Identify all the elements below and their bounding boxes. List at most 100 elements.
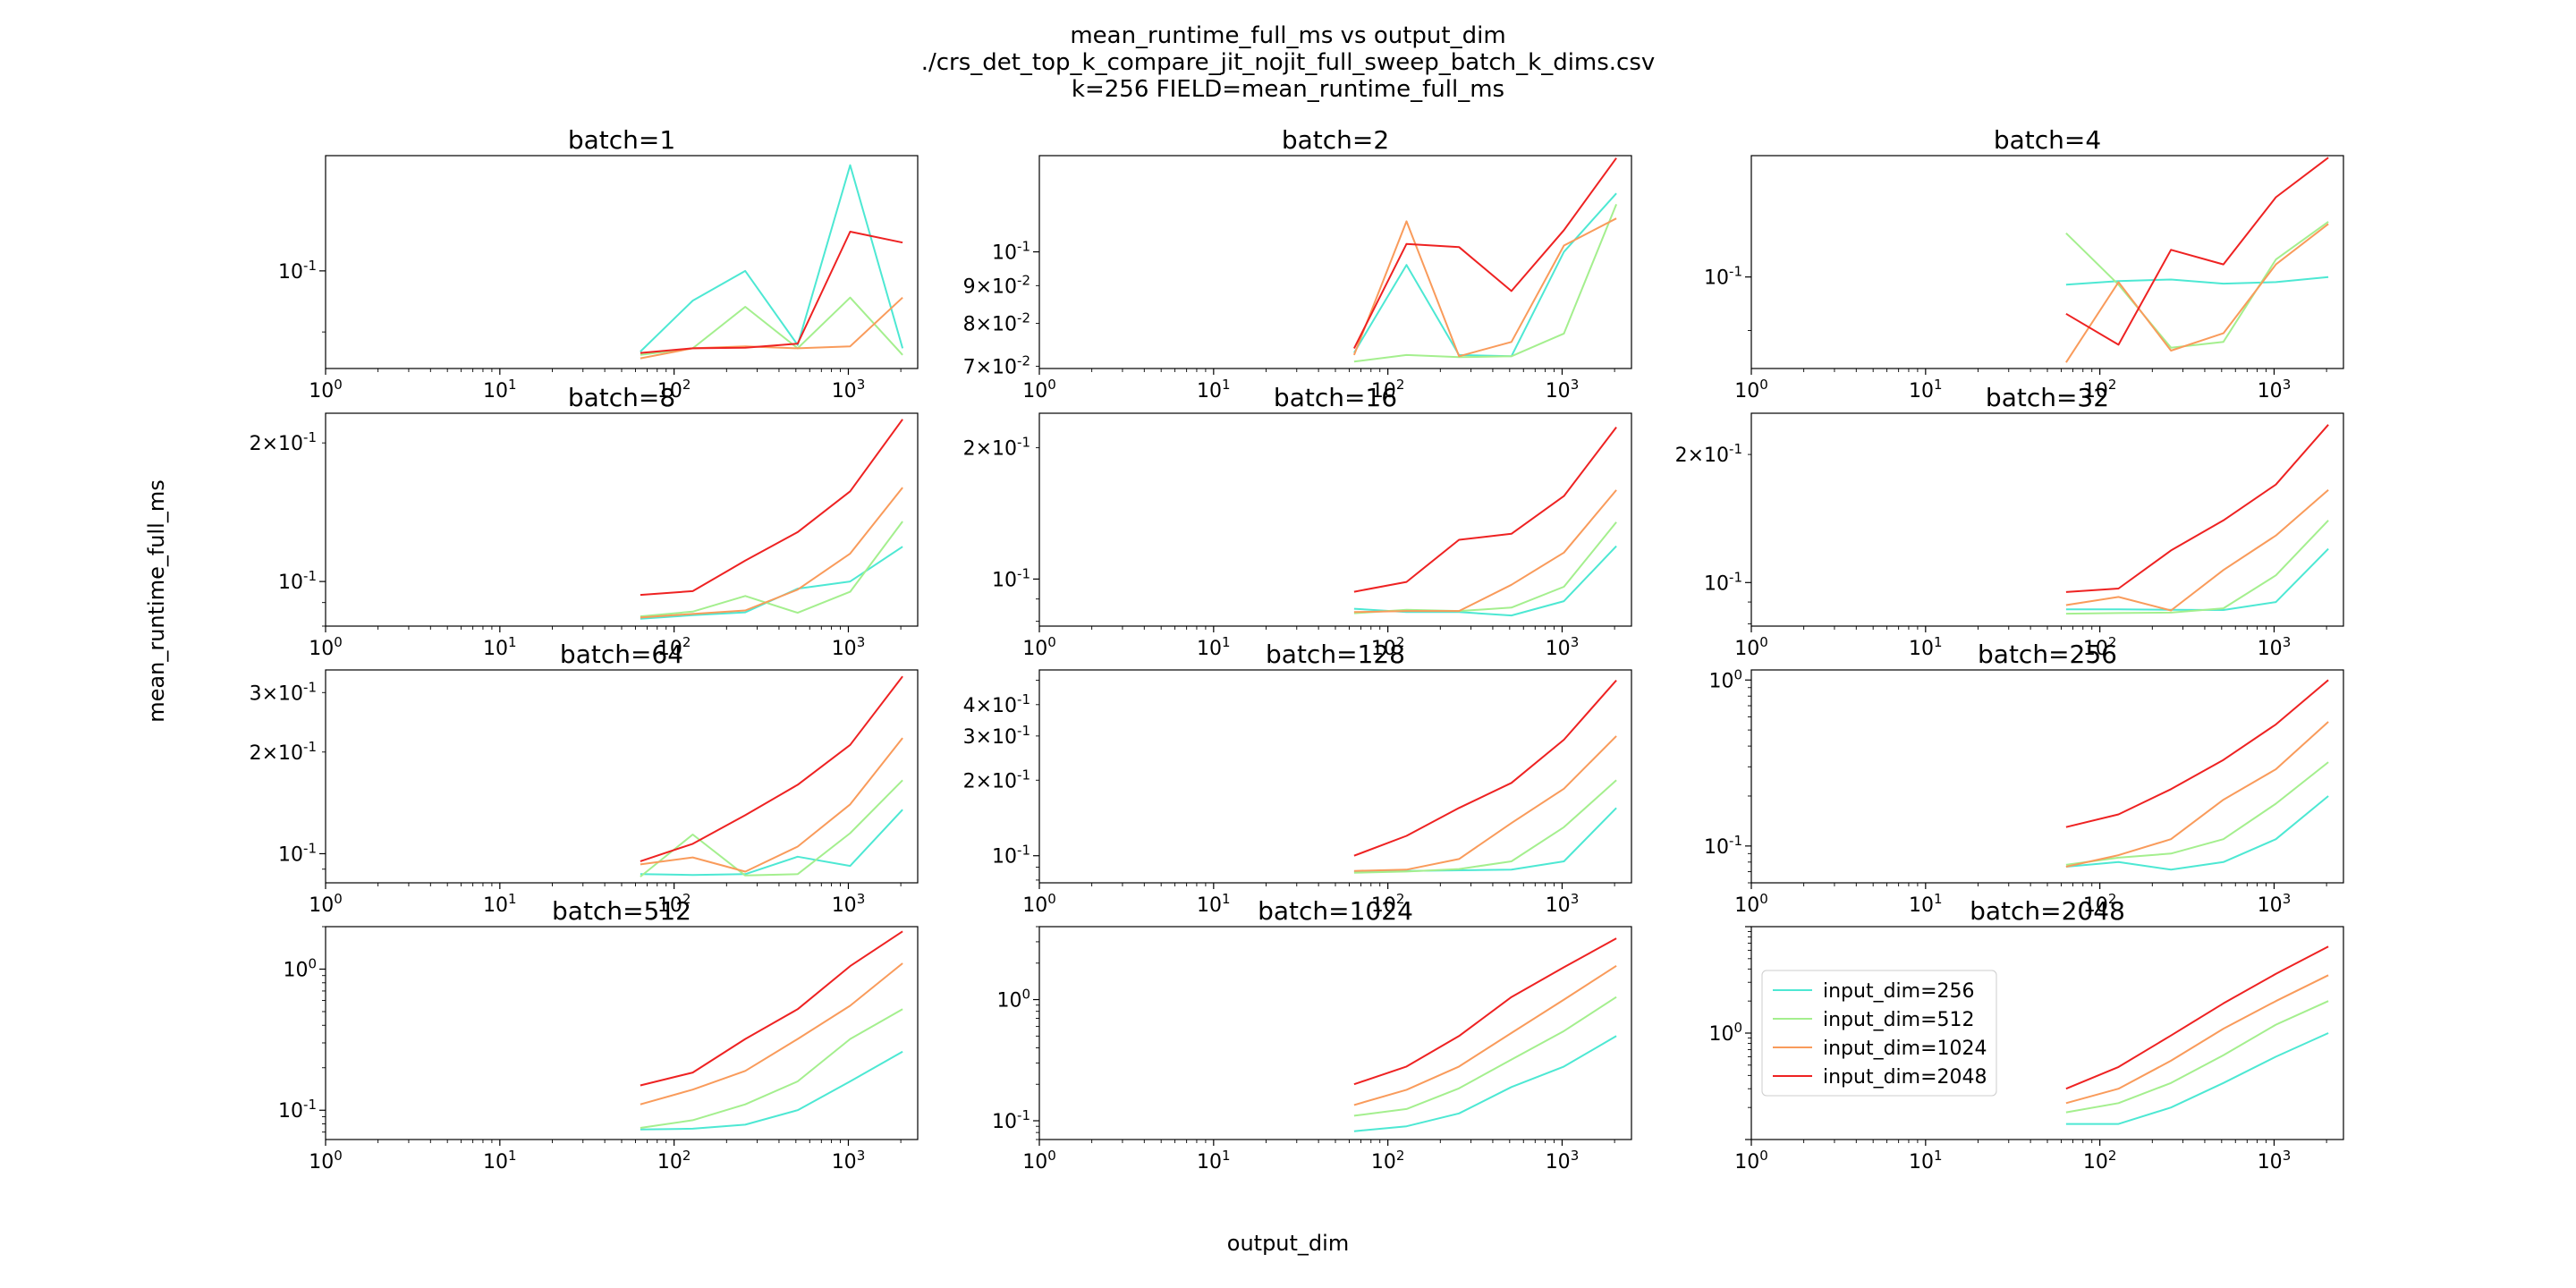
series-line-input-dim-512 <box>1353 996 1617 1117</box>
axes-frame <box>1750 412 2344 627</box>
x-tick-label: 102 <box>2083 634 2117 660</box>
x-tick-label: 103 <box>832 891 866 917</box>
series-lines <box>640 930 903 1131</box>
series-lines <box>2065 945 2329 1125</box>
legend-label: input_dim=1024 <box>1823 1038 1987 1060</box>
title-line-3: k=256 FIELD=mean_runtime_full_ms <box>1072 76 1504 103</box>
y-tick-label: 3×10-1 <box>963 723 1030 749</box>
axes-frame <box>1038 669 1632 884</box>
x-tick-label: 101 <box>1909 891 1943 917</box>
series-lines <box>2065 424 2329 615</box>
figure-title: mean_runtime_full_ms vs output_dim ./crs… <box>921 22 1656 103</box>
x-tick-label: 103 <box>2258 891 2292 917</box>
x-tick-label: 102 <box>657 634 691 660</box>
legend-label: input_dim=2048 <box>1823 1066 1987 1089</box>
x-tick-label: 101 <box>1197 1148 1231 1174</box>
x-tick-label: 103 <box>2258 377 2292 402</box>
subplot-title: batch=64 <box>560 640 683 669</box>
series-lines <box>2065 157 2329 363</box>
x-tick-label: 102 <box>2083 891 2117 917</box>
x-tick-label: 103 <box>1546 634 1580 660</box>
series-line-input-dim-1024 <box>1353 964 1617 1106</box>
x-tick-label: 103 <box>832 377 866 402</box>
x-tick-label: 102 <box>2083 1148 2117 1174</box>
series-line-input-dim-2048 <box>1353 679 1617 857</box>
x-tick-label: 101 <box>483 634 517 660</box>
series-line-input-dim-1024 <box>2065 489 2329 612</box>
series-line-input-dim-1024 <box>2065 223 2329 363</box>
x-tick-label: 103 <box>1546 891 1580 917</box>
x-tick-label: 100 <box>309 891 343 917</box>
series-line-input-dim-256 <box>1353 807 1617 873</box>
series-line-input-dim-512 <box>2065 520 2329 615</box>
series-line-input-dim-2048 <box>2065 424 2329 593</box>
series-lines <box>1353 426 1617 617</box>
x-tick-label: 101 <box>483 1148 517 1174</box>
y-tick-label: 10-1 <box>992 843 1030 869</box>
series-line-input-dim-256 <box>640 809 903 877</box>
x-tick-label: 101 <box>1909 1148 1943 1174</box>
legend-label: input_dim=512 <box>1823 1009 1975 1031</box>
x-tick-label: 103 <box>2258 1148 2292 1174</box>
series-lines <box>640 419 903 620</box>
y-tick-label: 10-1 <box>992 1107 1030 1133</box>
x-tick-label: 101 <box>1909 634 1943 660</box>
y-tick-label: 100 <box>1708 1020 1742 1046</box>
legend-label: input_dim=256 <box>1823 980 1975 1003</box>
x-tick-label: 100 <box>1734 377 1768 402</box>
axes-frame <box>1750 669 2344 884</box>
x-tick-label: 100 <box>1734 1148 1768 1174</box>
y-tick-label: 4×10-1 <box>963 691 1030 717</box>
series-line-input-dim-512 <box>1353 204 1618 363</box>
series-line-input-dim-512 <box>640 779 903 877</box>
series-lines <box>2065 679 2329 871</box>
subplot-title: batch=2048 <box>1970 896 2125 926</box>
y-tick-label: 9×10-2 <box>963 272 1030 298</box>
x-tick-label: 101 <box>483 377 517 402</box>
x-tick-label: 100 <box>1022 377 1056 402</box>
legend-frame <box>1761 970 1997 1097</box>
y-tick-label: 2×10-1 <box>1675 441 1742 467</box>
x-tick-label: 101 <box>1197 377 1231 402</box>
series-line-input-dim-2048 <box>1353 937 1617 1086</box>
subplot-batch-128: batch=128 100 101 102 103 10-1 2×10-1 3×10-1 4×1… <box>963 640 1632 917</box>
x-tick-label: 102 <box>1371 891 1405 917</box>
x-tick-label: 100 <box>1022 891 1056 917</box>
y-tick-label: 2×10-1 <box>963 435 1030 461</box>
y-tick-label: 3×10-1 <box>250 679 317 705</box>
series-line-input-dim-256 <box>640 1050 903 1131</box>
subplot-batch-32: batch=32 100 101 102 103 10-1 2×10-1 <box>1675 383 2344 660</box>
axes-frame <box>1750 155 2344 369</box>
subplot-batch-1: batch=1 100 101 102 103 10-1 <box>278 125 919 402</box>
y-tick-label: 10-1 <box>1704 264 1742 290</box>
x-tick-label: 101 <box>1197 891 1231 917</box>
series-lines <box>640 164 904 360</box>
series-lines <box>1353 679 1617 874</box>
y-tick-label: 2×10-1 <box>963 767 1030 792</box>
series-line-input-dim-256 <box>2065 1032 2329 1125</box>
subplot-batch-64: batch=64 100 101 102 103 10-1 2×10-1 3×10-1 <box>250 640 919 917</box>
x-tick-label: 102 <box>2083 377 2117 402</box>
subplot-title: batch=32 <box>1986 383 2109 412</box>
x-tick-label: 102 <box>1371 1148 1405 1174</box>
subplot-title: batch=256 <box>1978 640 2117 669</box>
series-line-input-dim-1024 <box>1353 489 1617 614</box>
series-line-input-dim-1024 <box>2065 721 2329 868</box>
y-tick-label: 10-1 <box>1704 569 1742 595</box>
series-line-input-dim-256 <box>1353 545 1617 617</box>
x-tick-label: 103 <box>1546 377 1580 402</box>
series-line-input-dim-512 <box>640 521 903 618</box>
subplot-title: batch=512 <box>552 896 691 926</box>
x-tick-label: 100 <box>309 634 343 660</box>
x-tick-label: 102 <box>1371 634 1405 660</box>
y-tick-label: 10-1 <box>278 1097 317 1123</box>
series-line-input-dim-256 <box>2065 795 2329 871</box>
x-tick-label: 102 <box>657 1148 691 1174</box>
series-line-input-dim-2048 <box>640 419 903 597</box>
subplot-batch-2048: batch=2048 100 101 102 103 100 input_dim=256in… <box>1708 896 2344 1174</box>
x-tick-label: 100 <box>1022 1148 1056 1174</box>
y-tick-label: 10-1 <box>278 568 317 594</box>
series-line-input-dim-2048 <box>2065 157 2329 346</box>
subplot-batch-1024: batch=1024 100 101 102 103 10-1 100 <box>992 896 1632 1174</box>
